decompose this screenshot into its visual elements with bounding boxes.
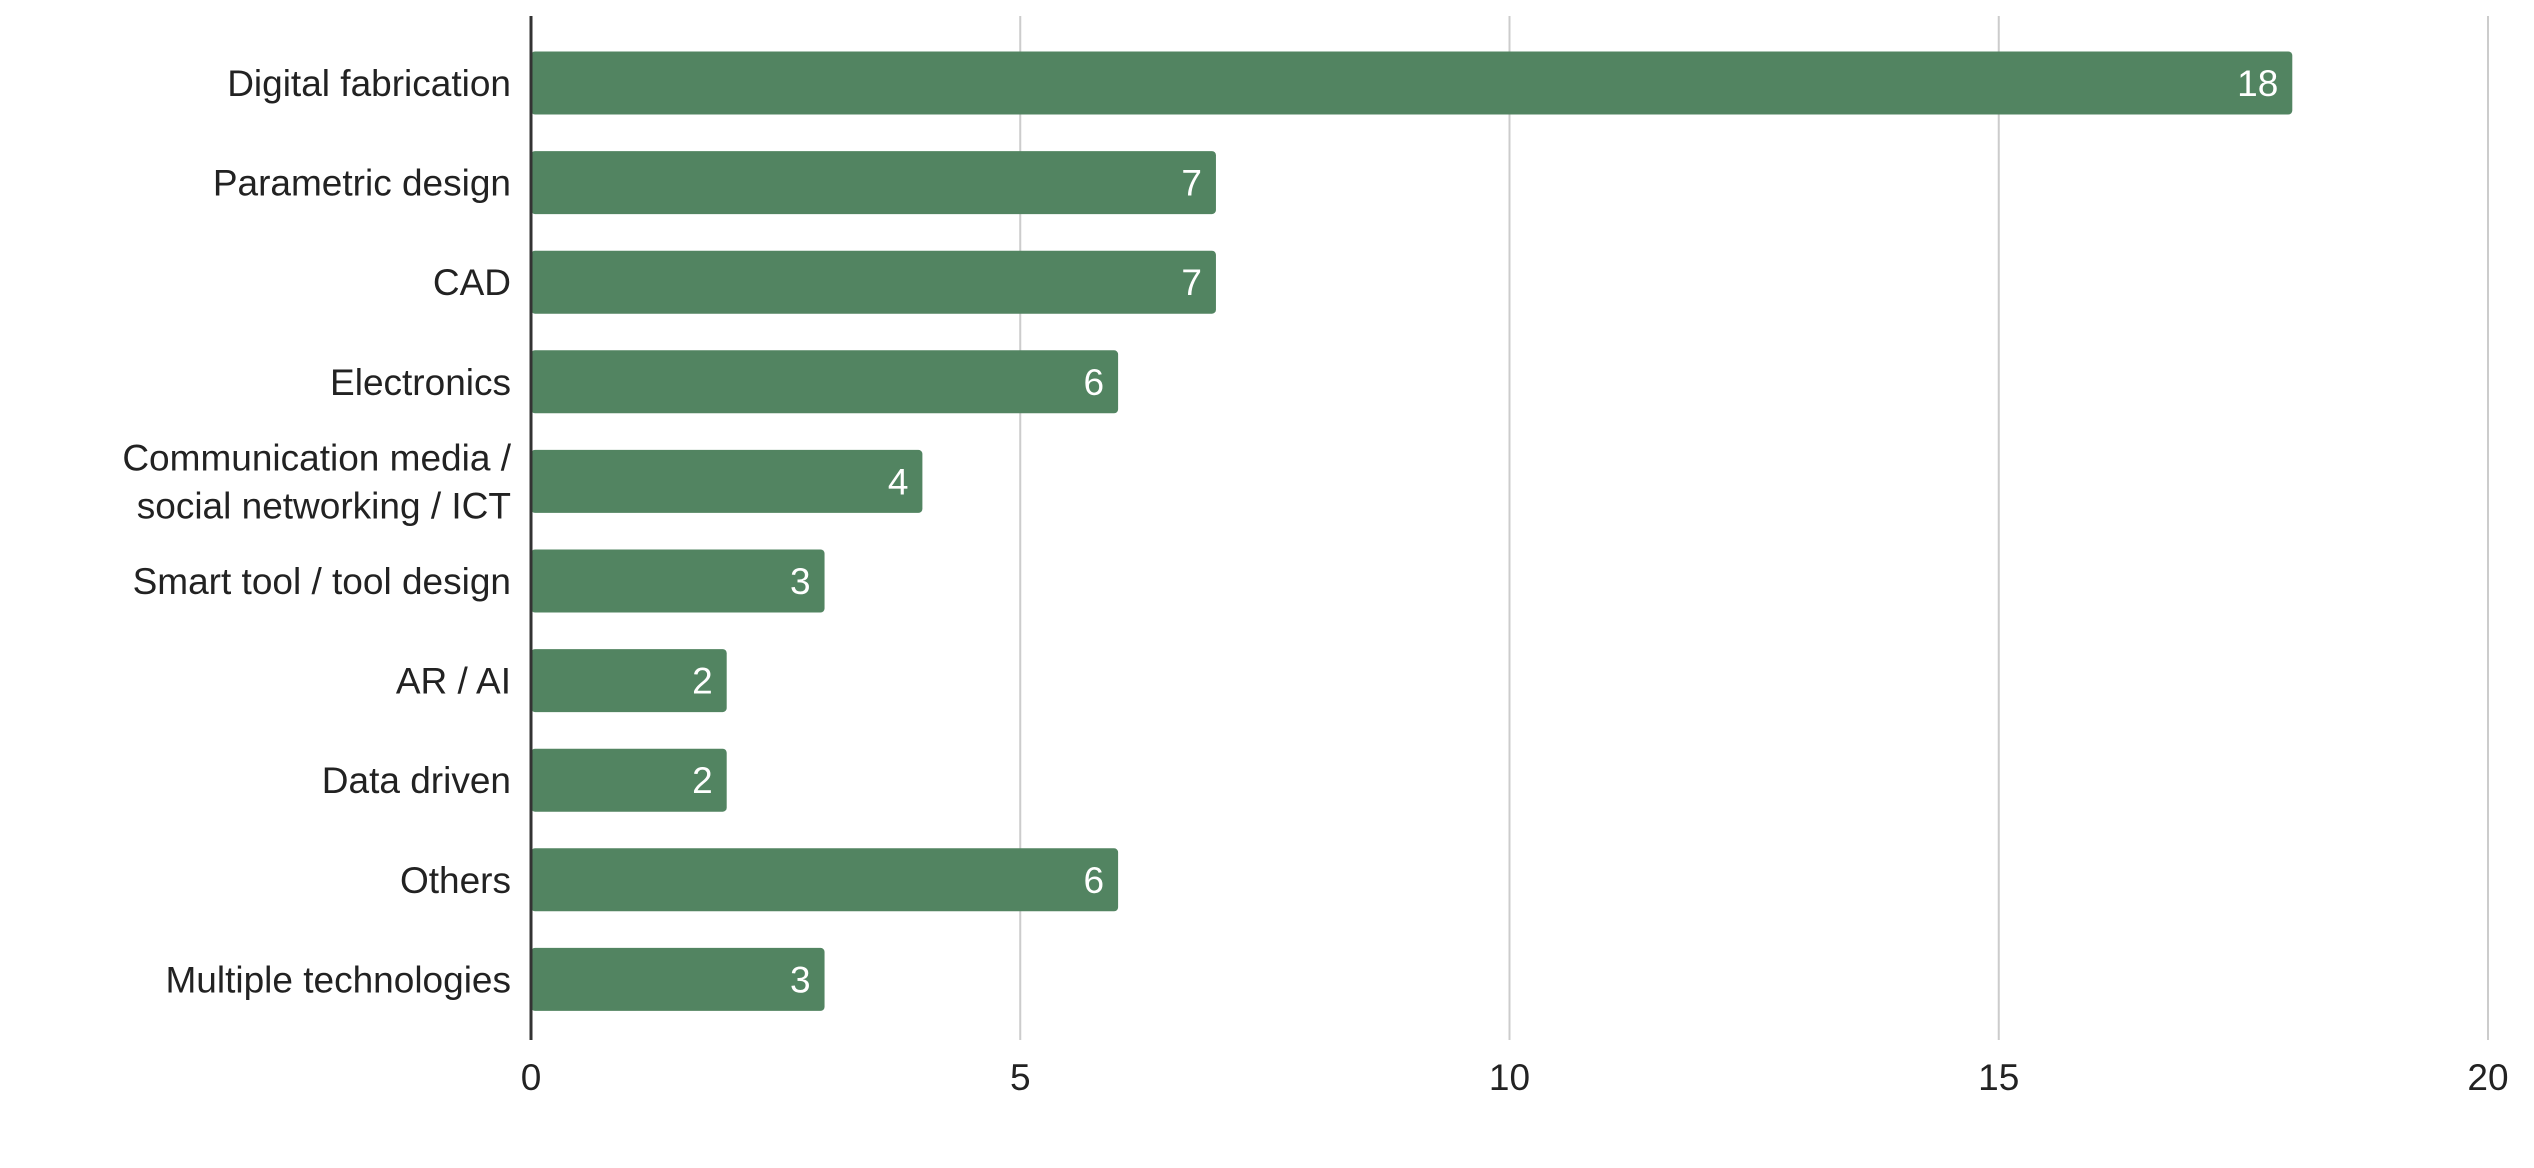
data-label: 3: [790, 561, 811, 602]
category-label: Parametric design: [213, 163, 511, 204]
data-label: 7: [1181, 163, 1202, 204]
category-label: Multiple technologies: [165, 959, 511, 1000]
bar: [531, 350, 1119, 414]
category-label: AR / AI: [396, 661, 511, 702]
data-label: 2: [692, 661, 713, 702]
x-tick-label: 5: [1010, 1057, 1031, 1098]
x-tick-label: 10: [1489, 1057, 1530, 1098]
data-label: 4: [888, 461, 909, 502]
gridlines: [1019, 16, 2489, 1040]
bar: [531, 748, 727, 812]
data-label: 6: [1084, 860, 1105, 901]
x-tick-label: 15: [1978, 1057, 2019, 1098]
category-label: Data driven: [322, 760, 511, 801]
bar: [531, 51, 2293, 115]
bar: [531, 449, 923, 513]
category-label: CAD: [433, 262, 511, 303]
data-label: 7: [1181, 262, 1202, 303]
data-label: 18: [2237, 63, 2278, 104]
bars: [531, 51, 2293, 1011]
x-tick-label: 20: [2467, 1057, 2508, 1098]
category-label: Others: [400, 860, 511, 901]
labels: 0 5 10 15 20 18 Digital fabrication 7 Parametric…: [122, 63, 2508, 1098]
category-label: Electronics: [330, 362, 511, 403]
data-label: 3: [790, 959, 811, 1000]
x-tick-label: 0: [521, 1057, 542, 1098]
data-label: 6: [1084, 362, 1105, 403]
category-label: Communication media / social networking /…: [122, 437, 511, 526]
bar: [531, 649, 727, 713]
bar: [531, 250, 1216, 314]
bar: [531, 947, 825, 1011]
category-label: Smart tool / tool design: [133, 561, 511, 602]
bar: [531, 848, 1119, 912]
category-label: Digital fabrication: [227, 63, 511, 104]
bar: [531, 549, 825, 613]
data-label: 2: [692, 760, 713, 801]
bar: [531, 151, 1216, 215]
